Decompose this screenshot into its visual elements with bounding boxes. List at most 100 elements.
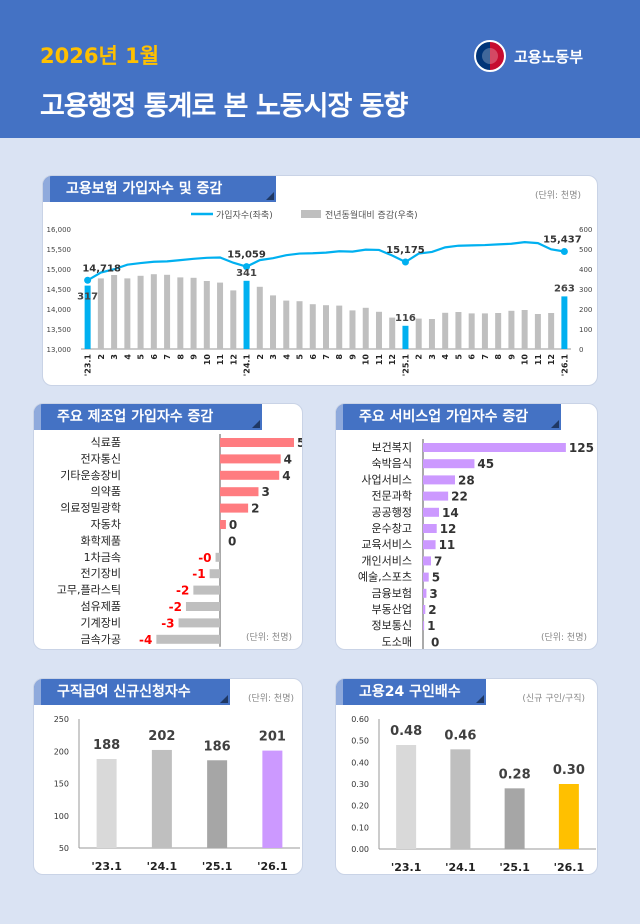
data-label: -2: [176, 584, 189, 598]
unit-label: (단위: 천명): [247, 694, 294, 704]
y-tick-label: 0.00: [351, 845, 369, 854]
bar-data-label: 341: [236, 268, 257, 279]
line-marker: [84, 276, 92, 284]
bar-yoy-change: [177, 277, 184, 349]
bar-yoy-change: [468, 313, 475, 349]
bar-yoy-change: [309, 304, 316, 349]
manufacturing-panel: 주요 제조업 가입자수 증감 (단위: 천명) 식료품 5 전자통신 4 기타운송장비 4…: [33, 403, 303, 650]
bar: [178, 618, 220, 628]
data-label: -4: [139, 633, 152, 647]
category-label: 의약품: [91, 484, 121, 498]
y-tick-label: 0.10: [351, 823, 369, 832]
bar: [423, 605, 426, 614]
y-right-tick-label: 200: [579, 306, 592, 314]
category-label: 화학제품: [81, 534, 121, 547]
x-tick-label: 3: [269, 354, 278, 360]
x-tick-label: 4: [441, 354, 450, 360]
bar-yoy-change: [375, 311, 382, 349]
bar-yoy-change: [495, 313, 502, 349]
bar: [156, 634, 220, 644]
y-tick-label: 0.50: [351, 737, 369, 746]
data-label: 28: [458, 473, 475, 487]
data-label: 11: [439, 538, 456, 552]
category-label: 기계장비: [81, 616, 121, 629]
bar-yoy-change: [256, 286, 263, 349]
bar-yoy-change: [203, 281, 210, 349]
line-data-label: 15,175: [386, 245, 425, 256]
bar-yoy-change: [243, 280, 250, 349]
bar: [558, 784, 579, 849]
x-tick-label: '26.1: [554, 861, 585, 874]
unit-label: (단위: 천명): [245, 633, 292, 643]
bar-yoy-change: [230, 290, 237, 349]
panel-title: 주요 제조업 가입자수 증감: [34, 404, 262, 430]
bar: [151, 749, 172, 848]
data-label: -1: [192, 567, 205, 581]
bar: [220, 487, 259, 497]
x-tick-label: 4: [282, 354, 291, 360]
x-tick-label: '24.1: [445, 861, 476, 874]
bar-yoy-change: [124, 278, 131, 349]
y-tick-label: 250: [54, 715, 69, 724]
y-tick-label: 100: [54, 812, 69, 821]
x-tick-label: '25.1: [401, 354, 410, 377]
bar: [423, 475, 456, 485]
bar-data-label: 317: [77, 292, 98, 303]
data-label: 1: [427, 619, 435, 633]
data-label: 186: [204, 739, 231, 754]
y-tick-label: 0.40: [351, 758, 369, 767]
x-tick-label: '23.1: [91, 860, 122, 873]
x-tick-label: 10: [203, 354, 212, 366]
y-tick-label: 50: [59, 844, 69, 853]
data-label: 0.28: [499, 767, 531, 782]
bar-yoy-change: [428, 319, 435, 349]
bar: [96, 758, 117, 848]
data-label: 3: [429, 587, 437, 601]
bar-yoy-change: [442, 312, 449, 349]
data-label: 2: [251, 502, 259, 516]
bar-yoy-change: [349, 310, 356, 349]
bar: [220, 438, 294, 447]
bar: [193, 585, 220, 595]
x-tick-label: 3: [428, 354, 437, 360]
bar-yoy-change: [455, 312, 462, 349]
bar-yoy-change: [190, 277, 197, 349]
bar-yoy-change: [561, 296, 568, 349]
ministry-name: 고용노동부: [514, 48, 584, 66]
bar-yoy-change: [415, 318, 422, 349]
x-tick-label: 5: [454, 354, 463, 360]
x-tick-label: 2: [256, 354, 265, 360]
legend-bar-swatch: [301, 210, 321, 218]
bar: [423, 540, 436, 550]
x-tick-label: 12: [229, 354, 238, 365]
bar-yoy-change: [283, 300, 290, 349]
insured-chart: 가입자수(좌축) 전년동월대비 증감(우축) 13,000 13,500 14,000 1…: [47, 209, 593, 377]
x-tick-label: 9: [507, 354, 516, 360]
data-label: 12: [440, 522, 457, 536]
x-tick-label: 2: [415, 354, 424, 360]
bar-yoy-change: [137, 275, 144, 349]
bar-yoy-change: [111, 275, 118, 349]
panel-title: 고용보험 가입자수 및 증감: [43, 176, 276, 202]
page-title: 고용행정 통계로 본 노동시장 동향: [40, 91, 408, 122]
manufacturing-chart: 식료품 5 전자통신 4 기타운송장비 4 의약품 3 의료정밀광학 2 자동차 0 화학제품 0 1차금속…: [57, 434, 303, 647]
category-label: 보건복지: [372, 441, 412, 454]
bar-yoy-change: [97, 278, 104, 349]
ministry-emblem-icon: [474, 40, 506, 72]
data-label: 0.30: [553, 763, 585, 778]
x-tick-label: 8: [176, 354, 185, 360]
data-label: -2: [169, 600, 182, 614]
category-label: 섬유제품: [81, 600, 121, 613]
x-tick-label: 5: [137, 354, 146, 360]
unit-label: (단위: 천명): [534, 191, 581, 201]
bar-yoy-change: [84, 285, 91, 349]
category-label: 사업서비스: [361, 473, 412, 486]
x-tick-label: '24.1: [147, 860, 178, 873]
header-banner: 2026년 1월 고용행정 통계로 본 노동시장 동향 고용노동부: [0, 0, 640, 138]
panel-title: 고용24 구인배수: [336, 679, 486, 705]
ratio-chart: 0.00 0.10 0.20 0.30 0.40 0.50 0.60 0.48 '23.1 0.4…: [351, 715, 596, 874]
category-label: 1차금속: [84, 551, 121, 564]
bar-yoy-change: [402, 325, 409, 349]
category-label: 금속가공: [81, 633, 121, 646]
data-label: 5: [297, 436, 303, 450]
